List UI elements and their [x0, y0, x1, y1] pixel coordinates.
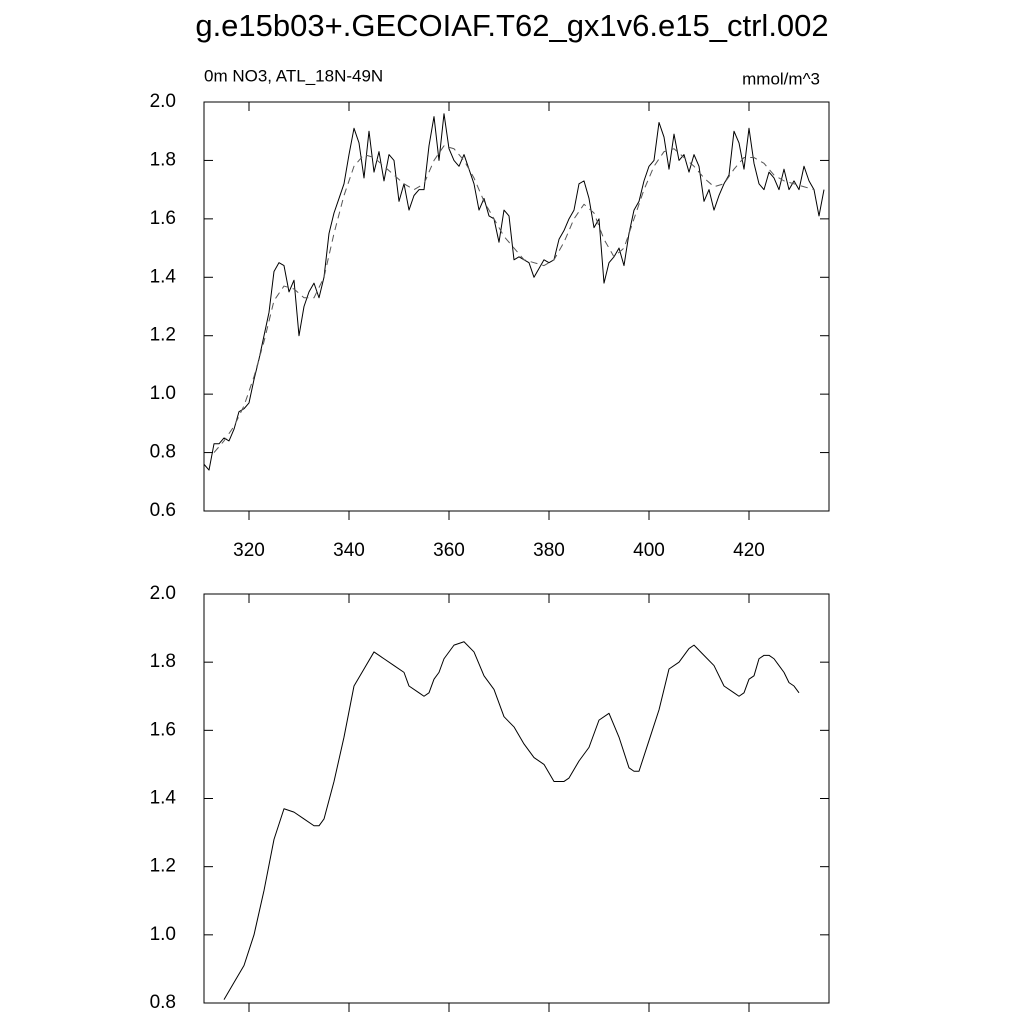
y-tick-label: 1.0: [150, 924, 176, 945]
y-tick-label: 1.2: [150, 856, 176, 877]
y-tick-label: 1.0: [150, 383, 176, 404]
y-tick-label: 1.4: [150, 788, 177, 809]
plot-frame: [203, 101, 830, 512]
x-tick-label: 360: [433, 540, 465, 561]
y-tick-label: 1.8: [150, 651, 176, 672]
y-tick-label: 2.0: [150, 583, 176, 604]
y-tick-label: 1.2: [150, 325, 176, 346]
x-tick-label: 420: [733, 540, 765, 561]
plot-frame: [203, 593, 830, 1004]
x-tick-label: 380: [533, 540, 565, 561]
subtitle: 0m NO3, ATL_18N-49N: [204, 66, 383, 85]
x-tick-label: 340: [333, 540, 365, 561]
x-tick-label: 320: [233, 540, 265, 561]
y-tick-label: 0.8: [150, 992, 176, 1013]
y-tick-label: 2.0: [150, 91, 176, 112]
y-tick-label: 1.6: [150, 719, 176, 740]
units-label: mmol/m^3: [742, 69, 820, 88]
chart-title: g.e15b03+.GECOIAF.T62_gx1v6.e15_ctrl.002: [195, 8, 828, 43]
x-tick-label: 400: [633, 540, 665, 561]
y-tick-label: 1.4: [150, 266, 177, 287]
y-tick-label: 1.8: [150, 149, 176, 170]
data-line: [203, 113, 825, 471]
y-tick-label: 0.8: [150, 442, 176, 463]
data-line: [223, 641, 800, 1000]
dashed-line: [213, 145, 815, 453]
y-tick-label: 1.6: [150, 208, 176, 229]
y-tick-label: 0.6: [150, 500, 176, 521]
